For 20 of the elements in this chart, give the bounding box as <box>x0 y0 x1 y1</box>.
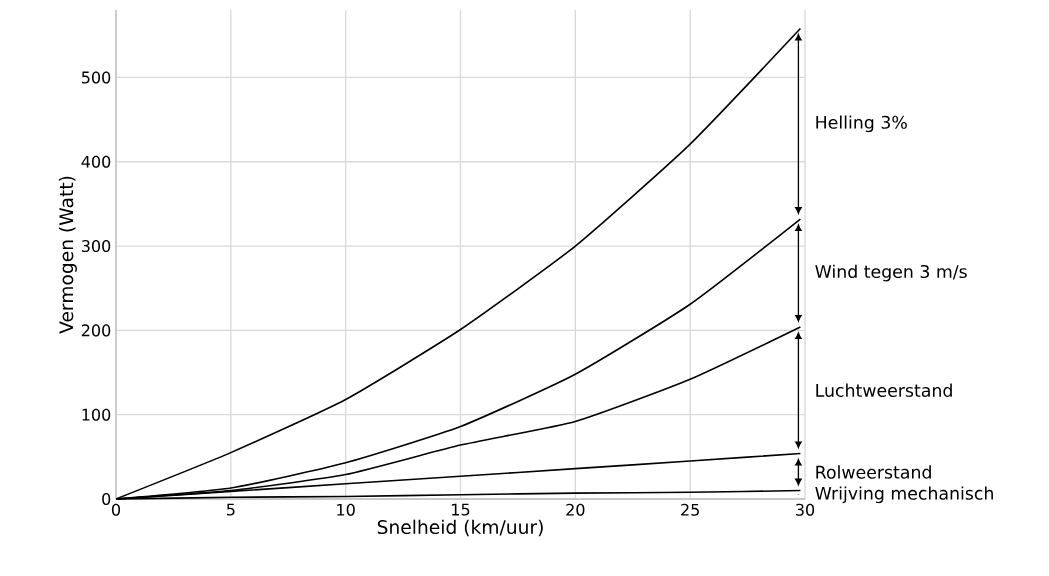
x-tick-label: 30 <box>796 503 815 516</box>
text: Rolweerstand <box>816 465 931 479</box>
text: Wind tegen 3 m/s <box>815 264 967 282</box>
y-axis-title: Vermogen (Watt) <box>58 176 77 334</box>
y-tick-label: 100 <box>82 408 111 421</box>
x-tick-label: 5 <box>226 503 235 516</box>
x-axis-title: Snelheid (km/uur) <box>377 519 543 537</box>
text: Luchtweerstand <box>816 383 952 397</box>
x-tick-label: 0 <box>111 503 121 516</box>
x-tick-label: 15 <box>452 503 470 516</box>
y-tick-label: 400 <box>81 155 111 168</box>
x-tick-label: 25 <box>681 503 699 516</box>
y-tick-label: 500 <box>81 71 111 84</box>
y-tick-label: 200 <box>81 324 111 337</box>
y-tick-label: 0 <box>102 492 111 506</box>
x-tick-label: 20 <box>566 503 585 516</box>
text: Wrijving mechanisch <box>815 486 993 504</box>
text: Helling 3% <box>816 115 907 133</box>
y-tick-label: 300 <box>81 240 111 253</box>
x-tick-label: 10 <box>337 503 355 516</box>
